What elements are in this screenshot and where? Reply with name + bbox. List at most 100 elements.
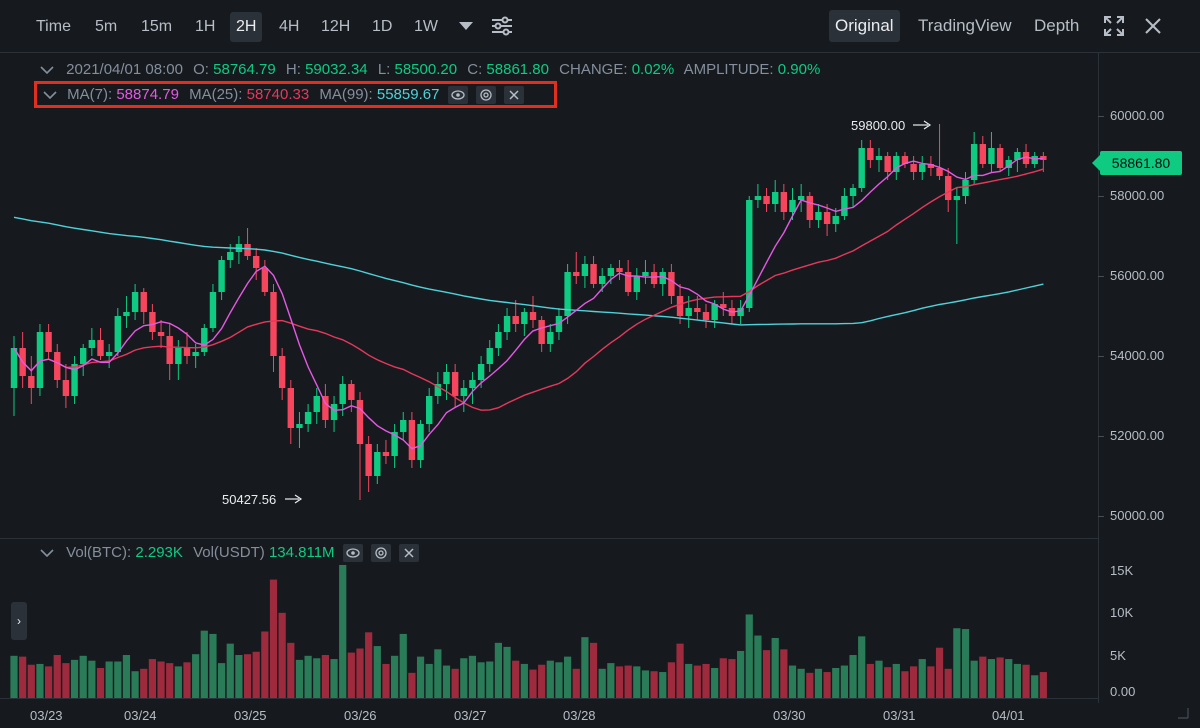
volume-bar bbox=[304, 655, 312, 698]
candle-body bbox=[573, 272, 580, 276]
view-original[interactable]: Original bbox=[829, 10, 900, 42]
timeframe-5m[interactable]: 5m bbox=[95, 18, 118, 35]
volume-bar bbox=[520, 663, 528, 698]
volume-bar bbox=[174, 666, 182, 698]
fullscreen-icon[interactable] bbox=[1103, 15, 1125, 37]
volume-bar bbox=[910, 666, 918, 698]
candle-body bbox=[244, 244, 251, 256]
candle-body bbox=[460, 388, 467, 396]
volume-bar bbox=[650, 671, 658, 698]
chevron-down-icon[interactable] bbox=[43, 91, 57, 100]
volume-bar bbox=[806, 672, 814, 698]
volume-bar bbox=[935, 647, 944, 698]
price-tick: 56000.00 bbox=[1110, 268, 1165, 283]
candle-body bbox=[927, 164, 935, 168]
candle-body bbox=[590, 264, 597, 284]
candle-body bbox=[737, 308, 744, 316]
timeframe-15m[interactable]: 15m bbox=[141, 18, 173, 35]
volume-bar bbox=[581, 637, 589, 698]
candle-body bbox=[841, 196, 848, 216]
chevron-down-icon[interactable] bbox=[40, 66, 54, 75]
view-depth[interactable]: Depth bbox=[1034, 16, 1080, 35]
timeframe-1d[interactable]: 1D bbox=[372, 18, 393, 35]
close-icon[interactable] bbox=[503, 86, 524, 105]
volume-bar bbox=[434, 649, 442, 698]
candle-body bbox=[209, 292, 217, 328]
ohlc-date: 2021/04/01 08:00 bbox=[66, 61, 183, 78]
low-label: L: bbox=[377, 61, 391, 78]
candle-body bbox=[858, 148, 865, 188]
volume-bar bbox=[330, 659, 338, 698]
candle-body bbox=[391, 432, 398, 456]
view-tradingview[interactable]: TradingView bbox=[918, 16, 1012, 35]
volume-tick: 5K bbox=[1110, 648, 1126, 663]
candle-body bbox=[901, 156, 909, 164]
settings-icon[interactable] bbox=[475, 86, 496, 105]
candle-body bbox=[780, 192, 788, 212]
volume-bar bbox=[269, 579, 278, 698]
candle-body bbox=[469, 380, 476, 388]
volume-bar bbox=[1005, 659, 1013, 698]
candle-body bbox=[849, 188, 857, 196]
candle-body bbox=[668, 272, 675, 296]
ma25-line bbox=[13, 168, 1044, 411]
volume-bar bbox=[754, 635, 762, 698]
timeframe-2h[interactable]: 2H bbox=[230, 12, 263, 42]
candle-body bbox=[823, 212, 831, 224]
close-icon[interactable] bbox=[399, 544, 420, 563]
date-tick: 03/28 bbox=[563, 708, 596, 723]
volume-bar bbox=[979, 656, 987, 698]
date-tick: 03/26 bbox=[344, 708, 377, 723]
expand-sidebar-button[interactable]: › bbox=[11, 602, 27, 640]
date-tick: 03/24 bbox=[124, 708, 157, 723]
eye-icon[interactable] bbox=[342, 544, 363, 563]
chevron-down-icon[interactable] bbox=[40, 549, 54, 558]
time-axis-border bbox=[0, 698, 1098, 699]
candle-body bbox=[910, 164, 917, 172]
candle-body bbox=[426, 396, 433, 424]
volume-bar bbox=[235, 655, 243, 698]
candle-body bbox=[183, 348, 191, 356]
volume-bar bbox=[849, 655, 857, 698]
candle-body bbox=[105, 352, 113, 356]
volume-bar bbox=[814, 668, 823, 698]
close-icon[interactable] bbox=[1144, 17, 1162, 35]
timeframe-4h[interactable]: 4H bbox=[279, 18, 300, 35]
candle-body bbox=[434, 384, 442, 396]
candle-body bbox=[227, 252, 234, 260]
timeframe-time[interactable]: Time bbox=[36, 18, 71, 35]
vol-btc-value: 2.293K bbox=[135, 544, 183, 561]
close-label: C: bbox=[467, 61, 483, 78]
volume-tick: 0.00 bbox=[1110, 684, 1136, 699]
ma99-line bbox=[13, 216, 1044, 326]
timeframe-12h[interactable]: 12H bbox=[321, 18, 351, 35]
candle-body bbox=[676, 296, 684, 316]
eye-icon[interactable] bbox=[447, 86, 468, 105]
volume-bar bbox=[356, 648, 364, 698]
candle-body bbox=[962, 180, 969, 196]
candle-body bbox=[443, 372, 450, 384]
candle-body bbox=[521, 312, 528, 324]
candle-body bbox=[1031, 156, 1038, 164]
price-axis-border bbox=[1098, 53, 1099, 703]
candle-body bbox=[599, 276, 606, 284]
volume-bar bbox=[546, 660, 554, 698]
ma7-line bbox=[13, 156, 1044, 450]
candle-body bbox=[564, 272, 571, 316]
volume-bar bbox=[36, 663, 44, 698]
candle-body bbox=[953, 196, 961, 200]
pane-divider bbox=[0, 538, 1098, 539]
candle-body bbox=[746, 200, 753, 308]
candle-body bbox=[28, 376, 35, 388]
volume-bar bbox=[693, 665, 701, 698]
settings-sliders-icon[interactable] bbox=[491, 16, 513, 36]
caret-down-icon[interactable] bbox=[458, 20, 474, 32]
settings-icon[interactable] bbox=[370, 544, 391, 563]
timeframe-1w[interactable]: 1W bbox=[414, 18, 438, 35]
timeframe-1h[interactable]: 1H bbox=[195, 18, 216, 35]
volume-bar bbox=[633, 666, 641, 698]
volume-bar bbox=[866, 663, 874, 698]
volume-bar bbox=[771, 637, 779, 698]
volume-bar bbox=[737, 650, 745, 698]
